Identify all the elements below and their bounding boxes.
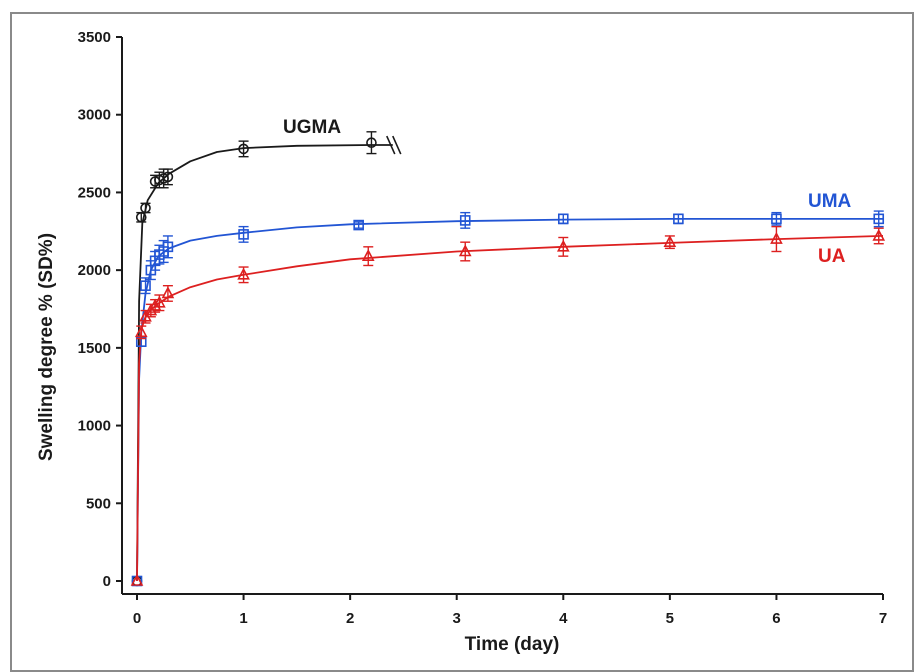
point-uma xyxy=(873,213,885,225)
point-ua xyxy=(153,295,166,308)
y-tick-label: 1000 xyxy=(78,418,111,435)
point-ua xyxy=(237,267,250,280)
x-tick-label: 1 xyxy=(239,610,247,627)
y-tick-label: 0 xyxy=(103,573,111,590)
fit-curve-ugma xyxy=(136,144,393,582)
fit-curve-ua xyxy=(136,235,884,582)
axis-break-ugma xyxy=(386,135,396,155)
fit-curve-uma xyxy=(136,218,883,582)
point-uma xyxy=(238,229,249,240)
y-tick-label: 2500 xyxy=(78,184,111,201)
point-ua xyxy=(770,231,783,244)
point-ua xyxy=(872,228,886,241)
point-ua xyxy=(663,234,677,247)
x-tick-label: 0 xyxy=(133,610,141,627)
fit-curves xyxy=(136,135,884,582)
y-tick-label: 3500 xyxy=(78,29,111,46)
point-uma xyxy=(673,213,684,225)
point-uma xyxy=(162,241,174,253)
x-axis-title: Time (day) xyxy=(465,634,560,654)
x-tick-label: 4 xyxy=(559,610,568,627)
y-axis-title: Swelling degree % (SD%) xyxy=(36,233,57,461)
point-uma xyxy=(557,213,569,225)
point-ua xyxy=(556,239,570,252)
point-ugma xyxy=(162,171,174,183)
y-tick-label: 500 xyxy=(86,495,111,512)
x-tick-label: 3 xyxy=(453,610,461,627)
series-label-ugma: UGMA xyxy=(283,117,341,138)
point-ua xyxy=(139,309,152,322)
y-tick-label: 3000 xyxy=(78,107,111,124)
point-uma xyxy=(459,215,471,226)
point-ugma xyxy=(140,202,151,214)
x-tick-label: 2 xyxy=(346,610,354,627)
point-ua xyxy=(361,248,375,261)
chart-labels: Time (day) Swelling degree % (SD%) UGMA … xyxy=(36,117,852,654)
point-uma xyxy=(353,219,364,231)
x-tick-label: 6 xyxy=(772,610,780,627)
point-ua xyxy=(134,325,148,338)
swelling-chart: 0 500 1000 1500 2000 2500 3000 3500 0 1 2 3 4 5 6 7 Tim… xyxy=(36,29,888,654)
point-ua xyxy=(130,573,144,586)
series-label-ua: UA xyxy=(818,246,846,267)
point-uma xyxy=(771,213,782,225)
y-tick-label: 2000 xyxy=(78,262,111,279)
point-ugma xyxy=(366,137,377,148)
point-ua xyxy=(161,286,175,299)
x-tick-label: 5 xyxy=(666,610,674,627)
axes: 0 500 1000 1500 2000 2500 3000 3500 0 1 2 3 4 5 6 7 xyxy=(78,29,888,627)
point-ua xyxy=(458,244,472,257)
x-tick-label: 7 xyxy=(879,610,887,627)
point-uma xyxy=(140,280,151,291)
y-tick-label: 1500 xyxy=(78,340,111,357)
point-ugma xyxy=(238,143,249,155)
series-label-uma: UMA xyxy=(808,191,852,212)
data-markers xyxy=(130,131,886,587)
axis-break-ugma xyxy=(392,135,402,155)
